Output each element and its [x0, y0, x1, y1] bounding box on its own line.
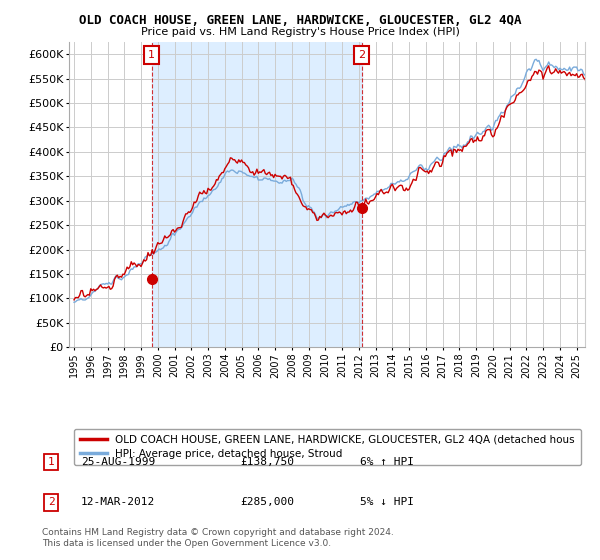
Legend: OLD COACH HOUSE, GREEN LANE, HARDWICKE, GLOUCESTER, GL2 4QA (detached hous, HPI:: OLD COACH HOUSE, GREEN LANE, HARDWICKE, … — [74, 429, 581, 465]
Text: £138,750: £138,750 — [240, 457, 294, 467]
Text: £285,000: £285,000 — [240, 497, 294, 507]
Text: 1: 1 — [148, 50, 155, 60]
Text: 12-MAR-2012: 12-MAR-2012 — [81, 497, 155, 507]
Text: 6% ↑ HPI: 6% ↑ HPI — [360, 457, 414, 467]
Text: Contains HM Land Registry data © Crown copyright and database right 2024.
This d: Contains HM Land Registry data © Crown c… — [42, 528, 394, 548]
Text: OLD COACH HOUSE, GREEN LANE, HARDWICKE, GLOUCESTER, GL2 4QA: OLD COACH HOUSE, GREEN LANE, HARDWICKE, … — [79, 14, 521, 27]
Text: 5% ↓ HPI: 5% ↓ HPI — [360, 497, 414, 507]
Text: 2: 2 — [358, 50, 365, 60]
Text: 2: 2 — [47, 497, 55, 507]
Bar — [152, 42, 362, 347]
Text: 1: 1 — [47, 457, 55, 467]
Text: Price paid vs. HM Land Registry's House Price Index (HPI): Price paid vs. HM Land Registry's House … — [140, 27, 460, 37]
Text: 25-AUG-1999: 25-AUG-1999 — [81, 457, 155, 467]
